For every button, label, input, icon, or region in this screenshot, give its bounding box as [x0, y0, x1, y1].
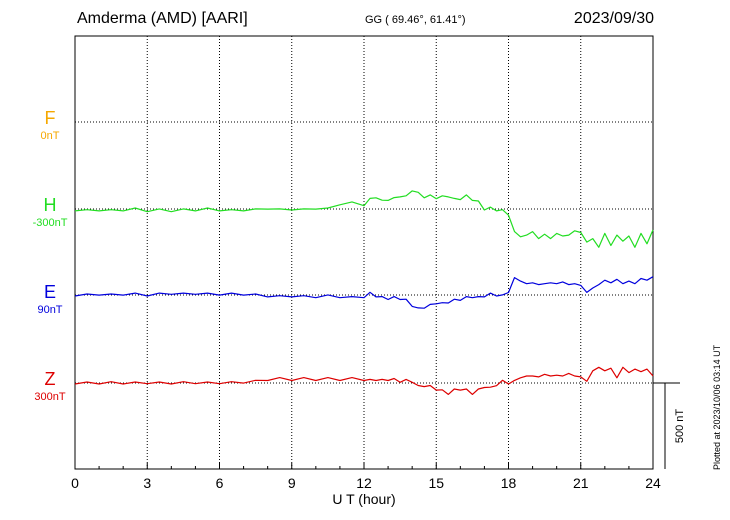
component-baseline: 0nT: [40, 130, 60, 142]
component-label-f: F 0nT: [15, 108, 85, 143]
series-line-e: [74, 276, 654, 309]
x-tick-label: 15: [428, 475, 444, 491]
plotted-timestamp: Plotted at 2023/10/06 03:14 UT: [712, 344, 722, 470]
component-label-h: H -300nT: [15, 195, 85, 230]
geographic-coordinates: GG ( 69.46°, 61.41°): [365, 14, 466, 26]
component-name: F: [44, 108, 56, 128]
x-tick-label: 6: [216, 475, 224, 491]
series-line-h: [74, 190, 654, 248]
component-label-z: Z 300nT: [15, 369, 85, 404]
grid: [75, 36, 653, 469]
component-name: E: [43, 282, 56, 302]
traces: [74, 190, 654, 395]
x-tick-label: 12: [356, 475, 372, 491]
component-baseline: -300nT: [32, 217, 68, 229]
x-tick-label: 0: [71, 475, 79, 491]
station-title: Amderma (AMD) [AARI]: [77, 10, 248, 27]
component-name: Z: [44, 369, 56, 389]
scale-bar-label: 500 nT: [674, 409, 686, 444]
series-line-z: [74, 366, 654, 395]
x-tick-label: 9: [288, 475, 296, 491]
x-tick-label: 18: [501, 475, 517, 491]
scale-bar: 500 nT: [653, 382, 686, 469]
component-name: H: [43, 195, 57, 215]
component-label-e: E 90nT: [15, 282, 85, 317]
date-label: 2023/09/30: [573, 10, 654, 27]
component-baseline: 90nT: [37, 304, 63, 316]
x-tick-label: 3: [143, 475, 151, 491]
x-tick-label: 24: [645, 475, 661, 491]
x-axis: 0 3 6 9 12 15 18 21 24 U T (hour): [71, 463, 661, 507]
x-axis-label: U T (hour): [332, 491, 395, 507]
component-baseline: 300nT: [34, 391, 66, 403]
x-tick-label: 21: [573, 475, 589, 491]
